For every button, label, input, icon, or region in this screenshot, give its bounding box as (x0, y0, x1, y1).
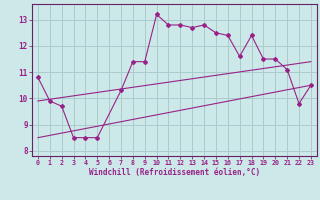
X-axis label: Windchill (Refroidissement éolien,°C): Windchill (Refroidissement éolien,°C) (89, 168, 260, 177)
